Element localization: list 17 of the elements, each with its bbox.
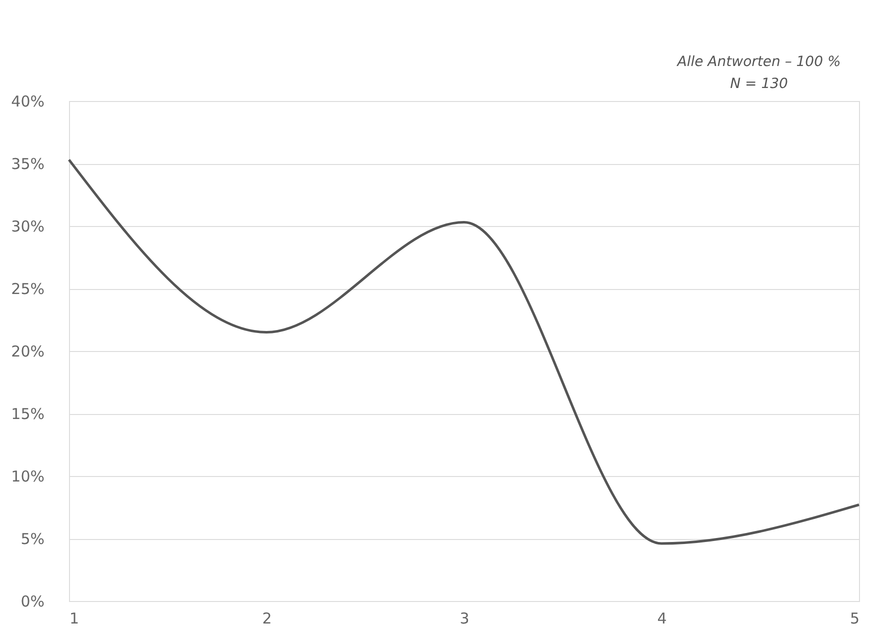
- x-tick-label: 4: [657, 610, 667, 628]
- x-tick-label: 3: [460, 610, 470, 628]
- text: N = 130: [730, 76, 788, 92]
- y-tick-label: 5%: [20, 530, 44, 548]
- x-tick-label: 2: [262, 610, 272, 628]
- y-tick-label: 35%: [11, 155, 44, 173]
- y-tick-label: 30%: [11, 218, 44, 236]
- x-tick-label: 5: [850, 610, 860, 628]
- line-series: [68, 158, 860, 545]
- x-tick-label: 1: [70, 610, 80, 628]
- y-tick-label: 40%: [11, 92, 44, 110]
- y-tick-label: 20%: [11, 342, 44, 360]
- text: Alle Antworten – 100 %: [676, 54, 841, 70]
- y-tick-label: 10%: [11, 468, 44, 486]
- y-tick-label: 15%: [11, 405, 44, 423]
- y-tick-label: 25%: [11, 280, 44, 298]
- y-tick-label: 0%: [20, 592, 44, 610]
